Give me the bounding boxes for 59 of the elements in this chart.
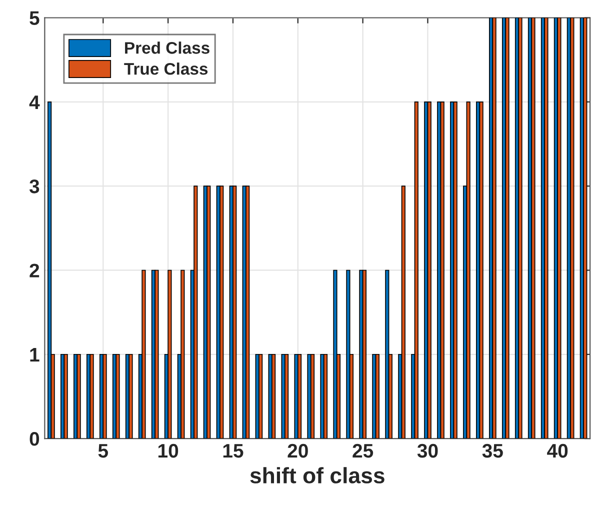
x-tick-label: 40 <box>547 444 568 458</box>
bar <box>180 270 185 439</box>
bar <box>544 18 548 439</box>
bar <box>323 354 328 439</box>
bar <box>154 270 159 439</box>
y-tick-label: 3 <box>29 180 40 194</box>
bar <box>64 354 68 439</box>
x-tick-label: 25 <box>352 444 374 458</box>
bar <box>492 18 496 439</box>
bar <box>48 101 52 439</box>
bar <box>570 18 574 439</box>
bar <box>142 270 146 439</box>
y-tick-label: 5 <box>30 11 40 25</box>
bar <box>375 354 380 439</box>
bar <box>346 270 350 439</box>
bar <box>76 354 81 439</box>
bar <box>246 186 250 439</box>
bar <box>362 270 366 439</box>
legend-label: True Class <box>124 62 208 75</box>
bar <box>102 354 107 439</box>
bar <box>557 18 562 439</box>
x-tick-label: 35 <box>482 444 503 458</box>
x-tick-label: 5 <box>98 444 108 458</box>
bar <box>310 354 315 439</box>
bar <box>385 270 390 439</box>
bar <box>401 186 406 439</box>
y-tick-label: 0 <box>30 432 40 446</box>
bar <box>333 270 338 439</box>
bar <box>284 354 289 439</box>
x-tick-label: 10 <box>158 444 178 458</box>
x-axis-title: shift of class <box>250 467 384 484</box>
bar <box>232 186 237 439</box>
bar <box>194 186 198 439</box>
bar <box>272 354 276 439</box>
y-tick-label: 2 <box>30 264 40 278</box>
bar <box>116 354 120 439</box>
legend-label: Pred Class <box>125 42 210 54</box>
bar <box>531 18 536 439</box>
bar <box>128 354 133 439</box>
bar <box>427 101 432 439</box>
bar <box>518 18 522 439</box>
bar <box>583 18 588 439</box>
bar <box>414 101 418 439</box>
y-tick-label: 1 <box>30 348 40 362</box>
bar <box>258 354 263 439</box>
bar <box>453 101 458 439</box>
x-tick-label: 15 <box>223 444 244 458</box>
x-tick-label: 20 <box>288 444 308 458</box>
bar <box>505 18 510 439</box>
bar <box>466 101 470 439</box>
bar <box>440 101 444 439</box>
bar <box>168 270 172 439</box>
bar <box>90 354 94 439</box>
x-tick-label: 30 <box>417 444 438 458</box>
bar <box>479 101 484 439</box>
y-tick-label: 4 <box>29 96 40 109</box>
bar <box>206 186 211 439</box>
bar <box>220 186 224 439</box>
bar <box>297 354 302 439</box>
